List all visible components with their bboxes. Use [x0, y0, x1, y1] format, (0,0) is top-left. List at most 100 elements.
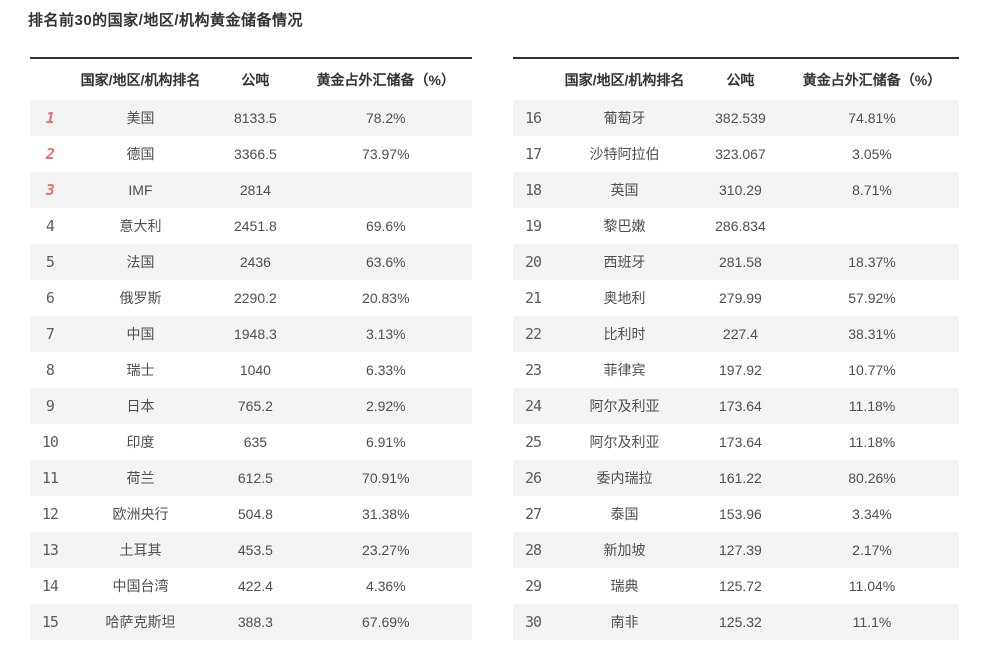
table-row: 22 比利时 227.4 38.31% [513, 316, 959, 352]
country-cell: 西班牙 [603, 254, 646, 270]
pct-cell: 70.91% [362, 470, 410, 486]
tons-cell: 2451.8 [233, 218, 277, 234]
rank-cell: 17 [525, 145, 542, 163]
rank-cell: 9 [45, 397, 55, 415]
tons-cell: 635 [243, 434, 268, 450]
rank-cell: 19 [525, 217, 542, 235]
tons-cell: 281.58 [719, 254, 762, 270]
rank-cell: 25 [525, 433, 542, 451]
pct-cell: 80.26% [848, 470, 896, 486]
tons-cell: 153.96 [719, 506, 762, 522]
tons-cell: 8133.5 [233, 110, 277, 126]
table-row: 12 欧洲央行 504.8 31.38% [30, 496, 472, 532]
pct-cell: 10.77% [848, 362, 896, 378]
pct-cell: 20.83% [362, 290, 410, 306]
country-cell: 菲律宾 [603, 362, 646, 378]
pct-cell: 3.05% [852, 146, 892, 162]
rank-cell: 13 [41, 541, 59, 559]
country-cell: 中国 [126, 326, 155, 342]
rank-cell: 3 [45, 181, 55, 199]
tons-cell: 323.067 [715, 146, 766, 162]
table-row: 5 法国 2436 63.6% [30, 244, 472, 280]
rank-cell: 12 [41, 505, 59, 523]
table-row: 18 英国 310.29 8.71% [513, 172, 959, 208]
country-cell: 阿尔及利亚 [589, 398, 660, 414]
table-row: 4 意大利 2451.8 69.6% [30, 208, 472, 244]
gold-reserves-table-right: 国家/地区/机构排名 公吨 黄金占外汇储备（%） 16 葡萄牙 382.539 … [513, 57, 959, 640]
pct-column-header: 黄金占外汇储备（%） [299, 58, 472, 100]
pct-cell: 38.31% [848, 326, 896, 342]
rank-cell: 20 [525, 253, 542, 271]
country-cell: 俄罗斯 [119, 290, 162, 306]
rank-cell: 23 [525, 361, 542, 379]
country-cell: 中国台湾 [112, 578, 169, 594]
rank-cell: 4 [45, 217, 55, 235]
rank-cell: 18 [525, 181, 542, 199]
pct-cell: 31.38% [362, 506, 410, 522]
tons-cell: 765.2 [237, 398, 273, 414]
country-cell: 葡萄牙 [603, 110, 646, 126]
tons-cell: 2814 [239, 182, 271, 198]
country-cell: 哈萨克斯坦 [105, 614, 176, 630]
pct-cell: 3.13% [365, 326, 406, 342]
table-row: 8 瑞士 1040 6.33% [30, 352, 472, 388]
tons-cell: 2436 [239, 254, 271, 270]
table-row: 30 南非 125.32 11.1% [513, 604, 959, 640]
tons-column-header: 公吨 [695, 58, 786, 100]
rank-cell: 11 [41, 469, 59, 487]
rank-cell: 1 [45, 109, 55, 127]
tons-cell: 161.22 [719, 470, 762, 486]
country-cell: 印度 [126, 434, 155, 450]
country-cell: 新加坡 [603, 542, 646, 558]
rank-column-header [513, 58, 554, 100]
rank-cell: 2 [45, 145, 55, 163]
country-column-header: 国家/地区/机构排名 [69, 58, 212, 100]
table-row: 10 印度 635 6.91% [30, 424, 472, 460]
tons-cell: 125.72 [719, 578, 762, 594]
country-cell: 土耳其 [119, 542, 162, 558]
table-row: 26 委内瑞拉 161.22 80.26% [513, 460, 959, 496]
rank-cell: 21 [525, 289, 542, 307]
tons-cell: 279.99 [719, 290, 762, 306]
tons-cell: 125.32 [719, 614, 762, 630]
rank-cell: 5 [45, 253, 55, 271]
table-row: 6 俄罗斯 2290.2 20.83% [30, 280, 472, 316]
pct-cell: 11.18% [848, 398, 896, 414]
tons-cell: 1948.3 [233, 326, 277, 342]
rank-cell: 10 [41, 433, 59, 451]
table-row: 24 阿尔及利亚 173.64 11.18% [513, 388, 959, 424]
table-row: 2 德国 3366.5 73.97% [30, 136, 472, 172]
country-cell: 瑞典 [610, 578, 639, 594]
rank-cell: 30 [525, 613, 542, 631]
pct-cell: 2.92% [365, 398, 406, 414]
pct-cell: 2.17% [852, 542, 892, 558]
country-cell: 南非 [610, 614, 639, 630]
country-cell: 法国 [126, 254, 155, 270]
country-column-header: 国家/地区/机构排名 [553, 58, 696, 100]
pct-cell: 73.97% [362, 146, 410, 162]
table-row: 16 葡萄牙 382.539 74.81% [513, 100, 959, 136]
rank-cell: 14 [41, 577, 59, 595]
table-row: 20 西班牙 281.58 18.37% [513, 244, 959, 280]
rank-cell: 29 [525, 577, 542, 595]
rank-cell: 27 [525, 505, 542, 523]
rank-cell: 15 [41, 613, 59, 631]
country-cell: 欧洲央行 [112, 506, 169, 522]
rank-cell: 8 [45, 361, 55, 379]
country-cell: 美国 [126, 110, 155, 126]
country-cell: IMF [128, 182, 153, 198]
table-row: 17 沙特阿拉伯 323.067 3.05% [513, 136, 959, 172]
pct-cell: 18.37% [848, 254, 896, 270]
rank-column-header [30, 58, 70, 100]
table-row: 1 美国 8133.5 78.2% [30, 100, 472, 136]
tons-cell: 382.539 [715, 110, 766, 126]
country-cell: 荷兰 [126, 470, 155, 486]
tons-cell: 388.3 [237, 614, 273, 630]
tons-cell: 310.29 [719, 182, 762, 198]
pct-cell: 74.81% [848, 110, 896, 126]
pct-cell: 6.91% [365, 434, 406, 450]
rank-cell: 22 [525, 325, 542, 343]
country-cell: 比利时 [603, 326, 646, 342]
pct-cell [300, 172, 472, 208]
pct-cell: 6.33% [365, 362, 406, 378]
